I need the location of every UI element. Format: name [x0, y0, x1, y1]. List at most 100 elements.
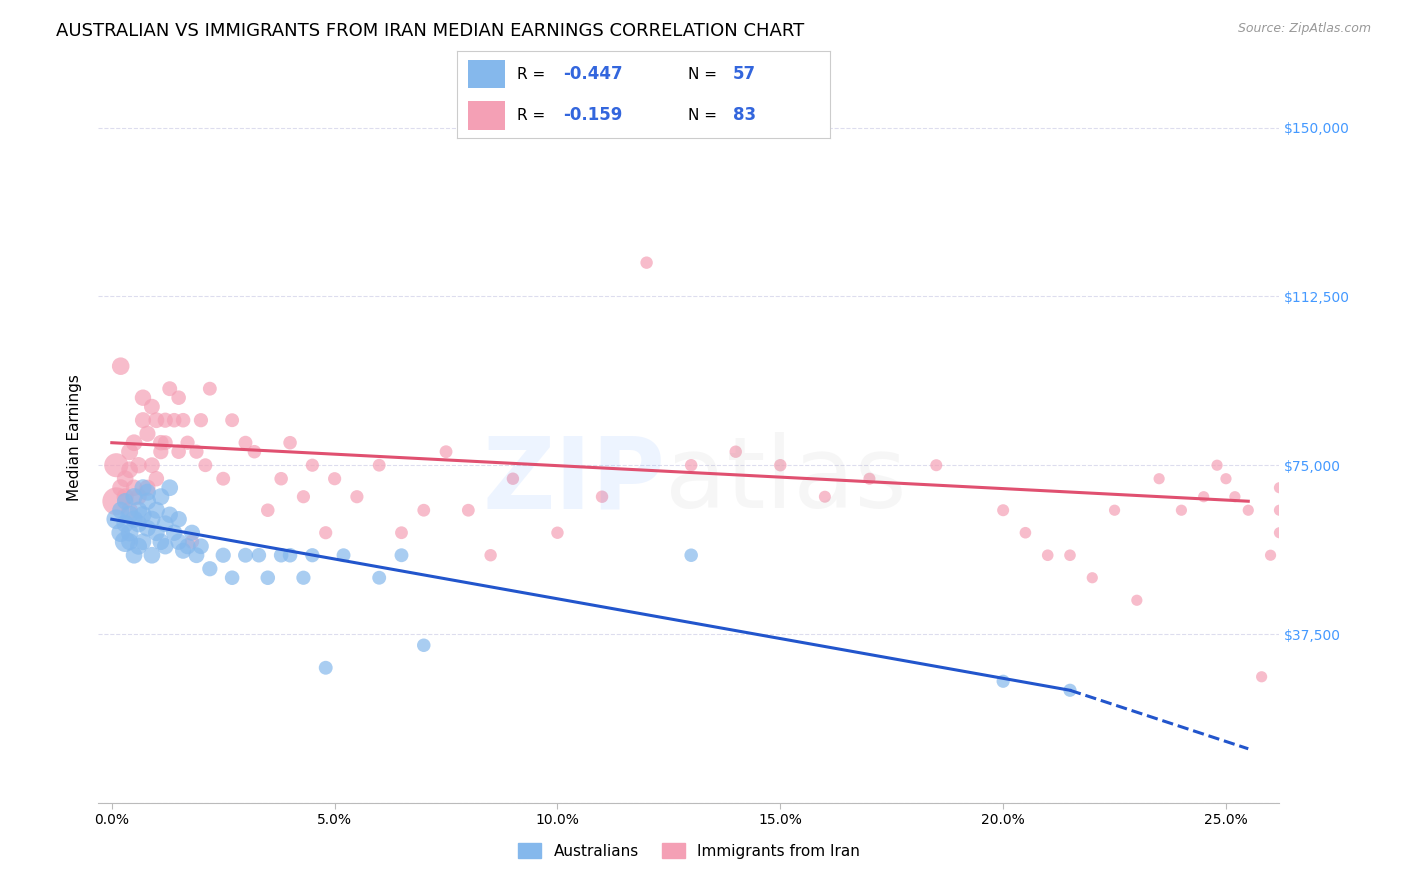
Point	[278, 435, 301, 450]
Point	[128, 503, 150, 517]
Point	[176, 539, 198, 553]
Point	[1192, 490, 1215, 504]
Point	[301, 548, 323, 562]
Point	[122, 512, 145, 526]
Point	[1237, 503, 1260, 517]
Point	[167, 534, 190, 549]
Point	[132, 391, 155, 405]
Point	[457, 503, 479, 517]
Point	[149, 534, 172, 549]
Point	[243, 444, 266, 458]
Point	[128, 539, 150, 553]
Text: R =: R =	[516, 67, 550, 81]
Point	[235, 435, 257, 450]
Y-axis label: Median Earnings: Median Earnings	[67, 374, 83, 500]
Point	[118, 463, 141, 477]
Text: AUSTRALIAN VS IMMIGRANTS FROM IRAN MEDIAN EARNINGS CORRELATION CHART: AUSTRALIAN VS IMMIGRANTS FROM IRAN MEDIA…	[56, 22, 804, 40]
Point	[256, 571, 278, 585]
Point	[114, 516, 136, 531]
Point	[167, 391, 190, 405]
Point	[368, 571, 391, 585]
Point	[132, 481, 155, 495]
Point	[346, 490, 368, 504]
Point	[434, 444, 457, 458]
Text: Source: ZipAtlas.com: Source: ZipAtlas.com	[1237, 22, 1371, 36]
Point	[176, 435, 198, 450]
Point	[1223, 490, 1246, 504]
Point	[136, 485, 159, 500]
Point	[181, 534, 204, 549]
Point	[198, 562, 221, 576]
Point	[118, 503, 141, 517]
Point	[122, 481, 145, 495]
Point	[163, 413, 186, 427]
Point	[155, 539, 177, 553]
Legend: Australians, Immigrants from Iran: Australians, Immigrants from Iran	[512, 837, 866, 864]
Point	[323, 472, 346, 486]
Point	[1268, 525, 1291, 540]
Point	[412, 638, 434, 652]
Point	[105, 458, 128, 473]
Point	[278, 548, 301, 562]
Point	[1170, 503, 1192, 517]
FancyBboxPatch shape	[468, 60, 505, 88]
Point	[105, 494, 128, 508]
Point	[591, 490, 613, 504]
Point	[149, 435, 172, 450]
Point	[145, 472, 167, 486]
Point	[132, 534, 155, 549]
Point	[769, 458, 792, 473]
Point	[118, 534, 141, 549]
Point	[118, 525, 141, 540]
Point	[256, 503, 278, 517]
Point	[1147, 472, 1170, 486]
Point	[681, 548, 703, 562]
Point	[155, 413, 177, 427]
Point	[221, 413, 243, 427]
Point	[167, 512, 190, 526]
Point	[247, 548, 270, 562]
Point	[141, 548, 163, 562]
Point	[136, 494, 159, 508]
Point	[301, 458, 323, 473]
Text: 83: 83	[733, 106, 756, 124]
Point	[1036, 548, 1059, 562]
Point	[114, 490, 136, 504]
Point	[186, 548, 208, 562]
Point	[132, 508, 155, 522]
Point	[159, 508, 181, 522]
Point	[186, 444, 208, 458]
Point	[315, 661, 337, 675]
Text: -0.447: -0.447	[564, 65, 623, 83]
Text: R =: R =	[516, 108, 550, 122]
Point	[368, 458, 391, 473]
Point	[190, 413, 212, 427]
Point	[132, 413, 155, 427]
Point	[149, 444, 172, 458]
Point	[270, 548, 292, 562]
Text: N =: N =	[688, 67, 721, 81]
Point	[128, 458, 150, 473]
Text: -0.159: -0.159	[564, 106, 623, 124]
Point	[636, 255, 658, 269]
Point	[136, 426, 159, 441]
Point	[145, 525, 167, 540]
Point	[141, 512, 163, 526]
Point	[190, 539, 212, 553]
Point	[1104, 503, 1126, 517]
Point	[136, 521, 159, 535]
Point	[114, 494, 136, 508]
Point	[1059, 548, 1081, 562]
Point	[991, 674, 1014, 689]
Point	[315, 525, 337, 540]
Point	[212, 548, 235, 562]
Text: ZIP: ZIP	[482, 433, 665, 530]
Point	[128, 516, 150, 531]
Point	[270, 472, 292, 486]
Point	[122, 490, 145, 504]
Point	[1126, 593, 1149, 607]
Point	[145, 503, 167, 517]
Point	[105, 512, 128, 526]
Text: atlas: atlas	[665, 433, 907, 530]
Point	[110, 503, 132, 517]
